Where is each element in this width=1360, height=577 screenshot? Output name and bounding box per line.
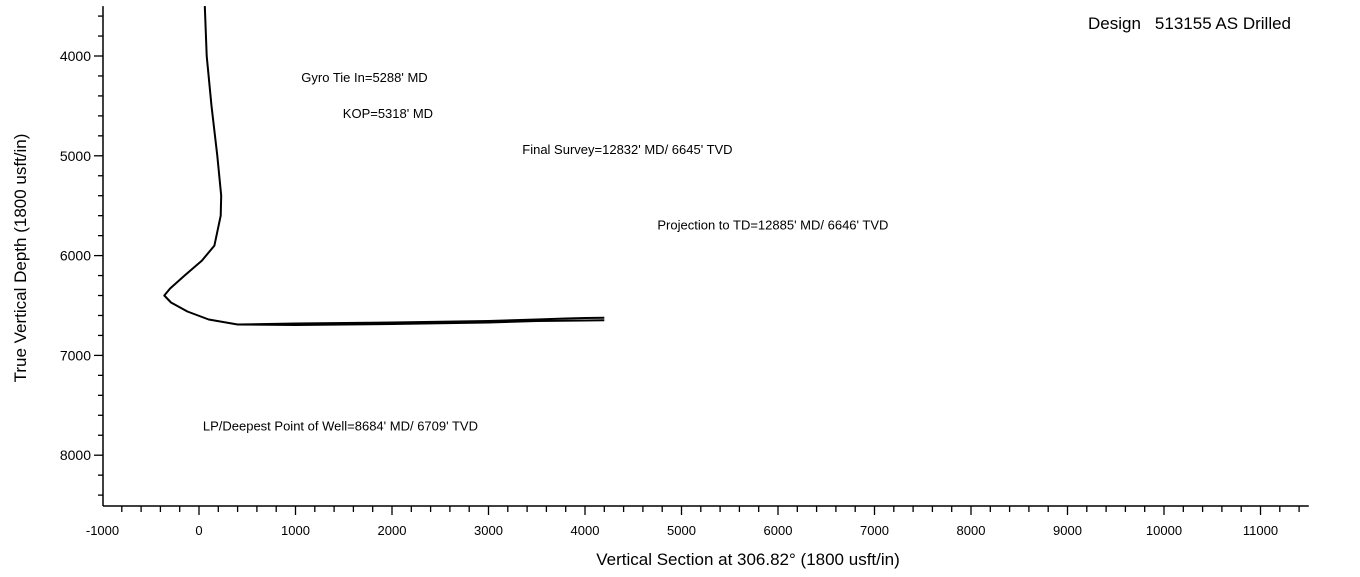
- x-tick-label: 10000: [1146, 523, 1182, 538]
- x-tick-label: 9000: [1053, 523, 1082, 538]
- y-tick-label: 6000: [60, 248, 91, 264]
- y-tick-label: 8000: [60, 447, 91, 463]
- x-tick-label: 4000: [571, 523, 600, 538]
- x-tick-label: 6000: [764, 523, 793, 538]
- annotation-label: Projection to TD=12885' MD/ 6646' TVD: [657, 218, 888, 233]
- x-tick-label: 7000: [860, 523, 889, 538]
- wellbore-path-1: [163, 6, 605, 326]
- annotation-label: LP/Deepest Point of Well=8684' MD/ 6709'…: [203, 418, 478, 433]
- annotations: Gyro Tie In=5288' MD KOP=5318' MD Final Su…: [203, 70, 889, 433]
- x-tick-label: 5000: [667, 523, 696, 538]
- x-tick-label: 8000: [957, 523, 986, 538]
- x-tick-label: -1000: [86, 523, 119, 538]
- design-header: Design 513155 AS Drilled: [1088, 14, 1291, 34]
- x-tick-label: 11000: [1243, 523, 1278, 538]
- x-axis-label: Vertical Section at 306.82° (1800 usft/i…: [596, 550, 900, 569]
- annotation-label: Final Survey=12832' MD/ 6645' TVD: [522, 142, 732, 157]
- x-tick-label: 0: [195, 523, 202, 538]
- y-tick-label: 7000: [60, 347, 91, 363]
- y-tick-label: 4000: [60, 48, 91, 64]
- design-label: Design: [1088, 14, 1141, 33]
- x-tick-label: 2000: [378, 523, 407, 538]
- annotation-label: Gyro Tie In=5288' MD: [301, 70, 427, 85]
- y-axis-label: True Vertical Depth (1800 usft/in): [11, 134, 30, 383]
- annotation-label: KOP=5318' MD: [343, 106, 433, 121]
- design-value: 513155 AS Drilled: [1154, 14, 1292, 33]
- y-tick-label: 5000: [60, 148, 91, 164]
- x-tick-label: 1000: [281, 523, 310, 538]
- axes: 4000 5000 6000 7000 8000 -1000 0 1000 2000 3000 40…: [60, 6, 1309, 538]
- x-tick-label: 3000: [474, 523, 503, 538]
- wellbore-path-2: [237, 316, 605, 326]
- series-lines: [163, 6, 605, 326]
